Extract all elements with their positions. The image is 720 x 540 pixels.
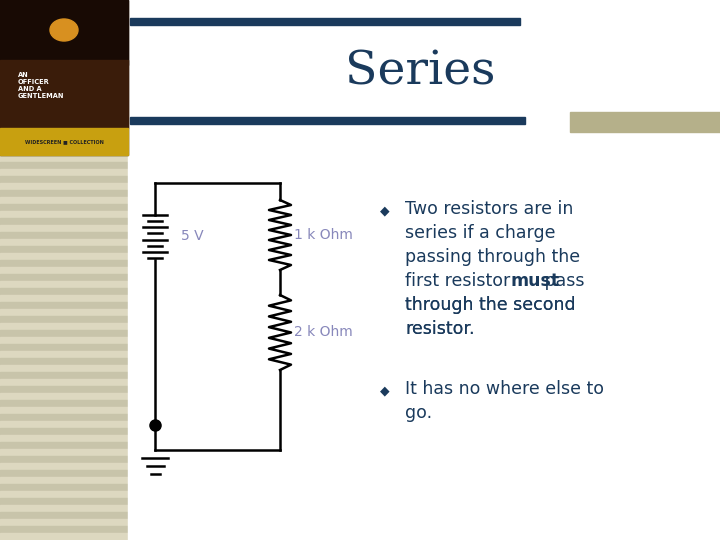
Bar <box>0 162 128 169</box>
Bar <box>0 128 128 155</box>
Bar <box>0 358 128 365</box>
Bar <box>0 197 128 204</box>
Bar <box>0 470 128 477</box>
Bar <box>0 225 128 232</box>
Text: through the second: through the second <box>405 296 575 314</box>
Bar <box>0 60 128 128</box>
Bar <box>0 330 128 337</box>
Bar <box>0 379 128 386</box>
Text: WIDESCREEN ■ COLLECTION: WIDESCREEN ■ COLLECTION <box>24 139 104 145</box>
Bar <box>0 211 128 218</box>
Bar <box>0 239 128 246</box>
Bar <box>0 295 128 302</box>
Bar <box>0 372 128 379</box>
Text: first resistor: first resistor <box>405 272 516 290</box>
Bar <box>0 512 128 519</box>
Bar <box>0 176 128 183</box>
Bar <box>0 477 128 484</box>
Text: ◆: ◆ <box>380 384 390 397</box>
Bar <box>0 218 128 225</box>
Bar <box>0 274 128 281</box>
Bar <box>0 253 128 260</box>
Bar <box>0 386 128 393</box>
Bar <box>0 442 128 449</box>
Bar <box>0 414 128 421</box>
Text: through the second: through the second <box>405 296 575 314</box>
Bar <box>0 435 128 442</box>
Bar <box>0 421 128 428</box>
Text: series if a charge: series if a charge <box>405 224 556 242</box>
Text: It has no where else to: It has no where else to <box>405 380 604 398</box>
Bar <box>0 288 128 295</box>
Text: Two resistors are in: Two resistors are in <box>405 200 573 218</box>
Text: 2 k Ohm: 2 k Ohm <box>294 326 353 340</box>
Text: 1 k Ohm: 1 k Ohm <box>294 228 353 242</box>
Text: pass: pass <box>539 272 585 290</box>
Bar <box>0 232 128 239</box>
Bar <box>0 533 128 540</box>
Bar <box>0 281 128 288</box>
Text: go.: go. <box>405 404 432 422</box>
Bar <box>0 260 128 267</box>
Bar <box>0 519 128 526</box>
Bar <box>0 491 128 498</box>
Bar <box>0 183 128 190</box>
Text: 5 V: 5 V <box>181 230 204 244</box>
Bar <box>0 344 128 351</box>
Bar <box>0 407 128 414</box>
Text: ◆: ◆ <box>380 204 390 217</box>
Text: passing through the: passing through the <box>405 248 580 266</box>
Bar <box>570 112 720 132</box>
Bar <box>0 246 128 253</box>
Bar <box>0 505 128 512</box>
Bar <box>0 351 128 358</box>
Bar <box>0 337 128 344</box>
Bar <box>0 365 128 372</box>
Text: Series: Series <box>345 49 495 94</box>
Bar <box>0 449 128 456</box>
Bar <box>0 498 128 505</box>
Bar <box>0 169 128 176</box>
Bar <box>0 428 128 435</box>
Bar <box>0 526 128 533</box>
Bar <box>0 400 128 407</box>
Bar <box>130 117 525 124</box>
Text: resistor.: resistor. <box>405 320 474 338</box>
Bar <box>0 323 128 330</box>
Text: resistor.: resistor. <box>405 320 474 338</box>
Bar <box>0 393 128 400</box>
Bar <box>0 302 128 309</box>
Bar <box>0 155 128 162</box>
Bar <box>0 0 128 65</box>
Bar <box>0 204 128 211</box>
Bar <box>0 309 128 316</box>
Bar <box>0 463 128 470</box>
Text: AN
OFFICER
AND A
GENTLEMAN: AN OFFICER AND A GENTLEMAN <box>18 72 65 99</box>
Bar <box>130 18 520 25</box>
Ellipse shape <box>50 19 78 41</box>
Bar <box>0 267 128 274</box>
Text: must: must <box>510 272 559 290</box>
Bar <box>128 0 720 540</box>
Bar <box>0 0 128 155</box>
Bar <box>0 316 128 323</box>
Bar <box>0 484 128 491</box>
Bar <box>0 190 128 197</box>
Bar <box>0 456 128 463</box>
